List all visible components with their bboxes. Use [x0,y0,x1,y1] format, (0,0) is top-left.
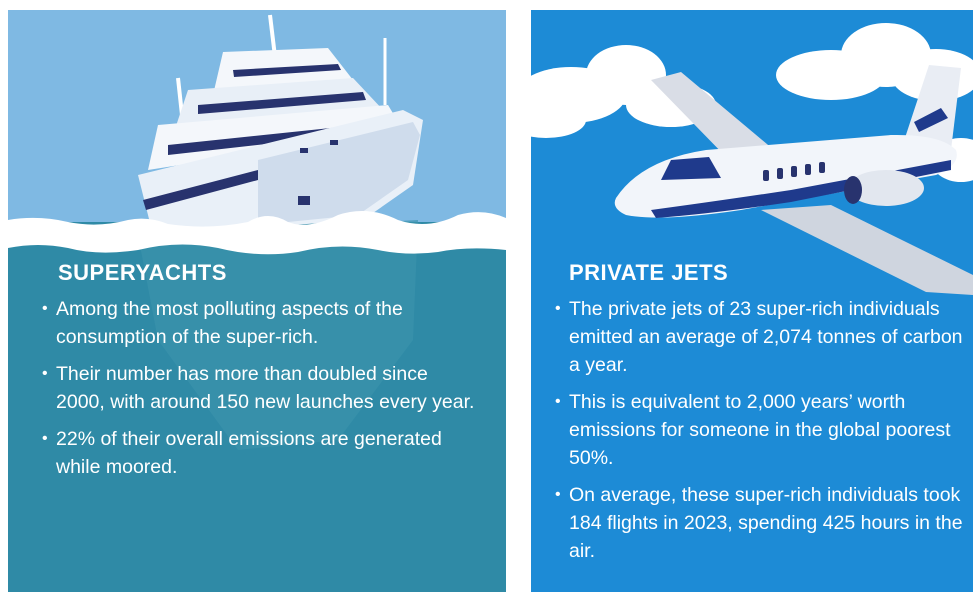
bullet-text: The private jets of 23 super-rich indivi… [569,298,963,376]
bullet-text: On average, these super-rich individuals… [569,484,963,562]
bullet-icon: • [555,300,561,317]
bullet-icon: • [42,430,48,447]
superyachts-bullet-list: • Among the most polluting aspects of the… [40,295,480,490]
list-item: • The private jets of 23 super-rich indiv… [553,295,963,379]
bullet-icon: • [555,393,561,410]
bullet-icon: • [42,365,48,382]
list-item: • 22% of their overall emissions are gene… [40,425,480,481]
private-jet-illustration [531,10,973,592]
private-jets-bullet-list: • The private jets of 23 super-rich indiv… [553,295,963,574]
bullet-text: Their number has more than doubled since… [56,363,475,413]
private-jets-heading: PRIVATE JETS [569,260,729,285]
private-jets-panel: PRIVATE JETS • The private jets of 23 sup… [531,10,973,592]
bullet-text: Among the most polluting aspects of the … [56,298,403,348]
superyachts-heading: SUPERYACHTS [58,260,227,285]
list-item: • Their number has more than doubled sinc… [40,360,480,416]
list-item: • This is equivalent to 2,000 years’ wort… [553,388,963,472]
bullet-text: This is equivalent to 2,000 years’ worth… [569,391,951,469]
list-item: • Among the most polluting aspects of the… [40,295,480,351]
bullet-icon: • [42,300,48,317]
superyachts-panel: SUPERYACHTS • Among the most polluting as… [8,10,506,592]
bullet-icon: • [555,486,561,503]
superyacht-illustration [8,10,506,592]
list-item: • On average, these super-rich individual… [553,481,963,565]
bullet-text: 22% of their overall emissions are gener… [56,428,442,478]
